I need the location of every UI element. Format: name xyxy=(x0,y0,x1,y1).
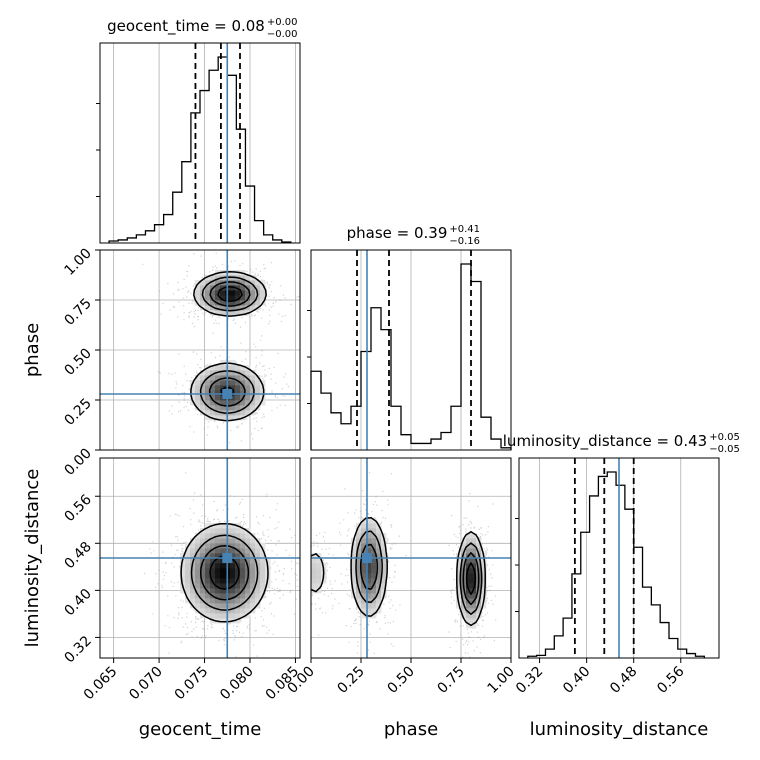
contour-line xyxy=(199,276,259,414)
panel-title-luminosity_distance: luminosity_distance = 0.43 +0.05−0.05 xyxy=(503,432,740,455)
x-tick-label: 0.25 xyxy=(334,664,367,697)
y-tick-label: 0.25 xyxy=(61,396,94,429)
title-value: geocent_time = 0.08 xyxy=(107,17,265,36)
x-tick-label: 0.075 xyxy=(172,664,212,704)
x-tick-label: 0.75 xyxy=(434,664,467,697)
y-tick-label: 0.48 xyxy=(61,539,94,572)
contour-line xyxy=(208,281,251,407)
contour-line xyxy=(355,530,483,615)
y-tick-label: 0.75 xyxy=(61,296,94,329)
truth-marker xyxy=(222,553,233,563)
histogram-step-phase xyxy=(310,263,512,450)
y-axis-label: luminosity_distance xyxy=(22,469,43,648)
x-axis-label: phase xyxy=(384,719,438,740)
title-minus-error: −0.05 xyxy=(709,444,740,455)
x-tick-label: 0.48 xyxy=(607,664,640,697)
y-axis-label: phase xyxy=(22,323,43,377)
title-plus-error: +0.05 xyxy=(709,432,740,443)
contour-line xyxy=(180,522,269,623)
density-content xyxy=(311,458,511,658)
panel-frame xyxy=(99,457,301,659)
x-tick-label: 1.00 xyxy=(484,664,517,697)
density-content xyxy=(100,458,300,658)
panel-title-phase: phase = 0.39 +0.41−0.16 xyxy=(347,224,480,247)
histogram-step-geocent_time xyxy=(108,56,292,243)
truth-marker xyxy=(222,389,233,399)
title-minus-error: −0.00 xyxy=(267,29,298,40)
x-tick-label: 0.065 xyxy=(81,664,121,704)
x-tick-label: 0.32 xyxy=(513,664,546,697)
x-axis-label: luminosity_distance xyxy=(530,719,709,740)
title-plus-error: +0.00 xyxy=(267,17,298,28)
x-tick-label: 0.56 xyxy=(654,663,687,696)
x-tick-label: 0.070 xyxy=(126,664,166,704)
panel-frame xyxy=(518,457,720,659)
density-content xyxy=(100,250,300,450)
y-tick-label: 1.00 xyxy=(61,246,94,279)
x-axis-label: geocent_time xyxy=(139,719,262,740)
panel-frame xyxy=(310,249,512,451)
y-tick-label: 0.50 xyxy=(61,346,94,379)
y-tick-label: 0.32 xyxy=(61,633,94,666)
title-plus-error: +0.41 xyxy=(449,224,480,235)
y-tick-label: 0.40 xyxy=(61,586,94,619)
title-value: phase = 0.39 xyxy=(347,224,448,242)
density-panel-geocent_time-luminosity_distance xyxy=(99,457,301,659)
title-minus-error: −0.16 xyxy=(449,236,480,247)
contour-line xyxy=(190,534,259,611)
x-tick-label: 0.40 xyxy=(560,664,593,697)
truth-marker xyxy=(362,553,372,563)
panel-frame xyxy=(99,42,301,244)
y-tick-label: 0.56 xyxy=(61,492,94,525)
histogram-step-luminosity_distance xyxy=(527,471,705,658)
contour-line xyxy=(465,562,477,595)
x-tick-label: 0.080 xyxy=(217,664,257,704)
hist-panel-phase xyxy=(307,249,512,451)
contour-line xyxy=(190,271,267,422)
density-panel-geocent_time-phase xyxy=(99,249,301,451)
hist-panel-geocent_time xyxy=(96,42,301,244)
hist-panel-luminosity_distance xyxy=(515,457,720,659)
title-value: luminosity_distance = 0.43 xyxy=(503,432,707,451)
density-panel-phase-luminosity_distance xyxy=(310,457,512,659)
x-tick-label: 0.50 xyxy=(384,664,417,697)
panel-title-geocent_time: geocent_time = 0.08 +0.00−0.00 xyxy=(107,17,297,40)
y-tick-label: 0.00 xyxy=(61,446,94,479)
contour-line xyxy=(311,516,486,627)
